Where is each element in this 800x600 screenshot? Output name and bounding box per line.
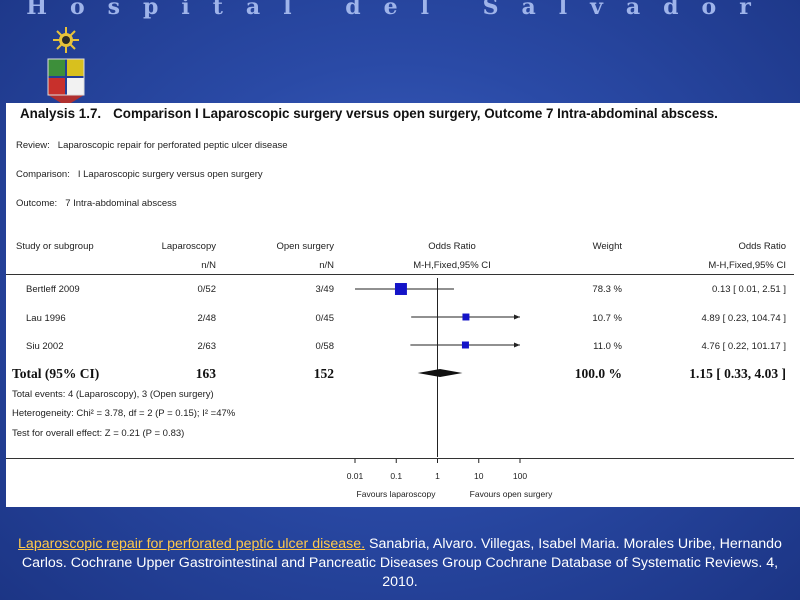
header-open-surgery-sub: n/N	[319, 260, 334, 271]
laparoscopy-events: 2/63	[197, 341, 217, 352]
total-laparoscopy: 163	[195, 366, 216, 381]
header-laparoscopy-sub: n/N	[201, 260, 216, 271]
open-surgery-events: 3/49	[315, 284, 335, 295]
analysis-title: Analysis 1.7. Comparison I Laparoscopic s…	[20, 106, 718, 121]
study-marker	[462, 313, 470, 321]
header-odds-ratio-plot-sub: M-H,Fixed,95% CI	[413, 260, 491, 271]
odds-ratio-ci: 0.13 [ 0.01, 2.51 ]	[712, 284, 786, 295]
study-marker	[394, 283, 407, 295]
sun-emblem	[53, 27, 79, 53]
citation-text: Sanabria, Alvaro. Villegas, Isabel Maria…	[21, 536, 782, 590]
forest-plot-panel: Analysis 1.7. Comparison I Laparoscopic s…	[6, 103, 800, 507]
open-surgery-events: 0/45	[315, 313, 335, 324]
heterogeneity-note: Heterogeneity: Chi² = 3.78, df = 2 (P = …	[12, 408, 236, 419]
overall-effect-note: Test for overall effect: Z = 0.21 (P = 0…	[12, 428, 185, 439]
pooled-diamond	[417, 369, 463, 377]
laparoscopy-events: 0/52	[197, 284, 217, 295]
comparison-line: Comparison: I Laparoscopic surgery versus…	[16, 169, 263, 180]
header-odds-ratio: Odds Ratio	[738, 241, 786, 252]
study-name: Siu 2002	[26, 341, 64, 352]
review-line: Review: Laparoscopic repair for perforate…	[16, 140, 288, 151]
ci-arrow	[514, 314, 520, 320]
study-marker	[461, 341, 469, 349]
outcome-line: Outcome: 7 Intra-abdominal abscess	[16, 198, 177, 209]
total-open-surgery: 152	[313, 366, 334, 381]
hospital-logo	[47, 27, 85, 106]
footer-divider	[6, 458, 794, 459]
hospital-name: Hospital del Salvador	[26, 0, 774, 20]
ci-arrow	[514, 342, 520, 348]
forest-plot: 0.01 0.1 1 10 100	[347, 278, 527, 481]
header-laparoscopy: Laparoscopy	[161, 241, 216, 252]
total-events-note: Total events: 4 (Laparoscopy), 3 (Open s…	[12, 389, 214, 400]
odds-ratio-ci: 4.76 [ 0.22, 101.17 ]	[701, 341, 786, 352]
weight-value: 78.3 %	[592, 284, 622, 295]
header-study: Study or subgroup	[16, 241, 94, 252]
study-name: Bertleff 2009	[26, 284, 80, 295]
x-tick-label: 10	[474, 471, 484, 481]
open-surgery-events: 0/58	[315, 341, 335, 352]
x-tick-label: 1	[435, 471, 440, 481]
odds-ratio-ci: 4.89 [ 0.23, 104.74 ]	[701, 313, 786, 324]
favours-open-surgery-label: Favours open surgery	[469, 489, 553, 499]
study-name: Lau 1996	[26, 313, 66, 324]
weight-value: 11.0 %	[593, 341, 622, 352]
header-odds-ratio-plot: Odds Ratio	[428, 241, 476, 252]
total-label: Total (95% CI)	[12, 366, 100, 381]
total-weight: 100.0 %	[574, 366, 622, 381]
citation-link[interactable]: Laparoscopic repair for perforated pepti…	[18, 536, 366, 552]
x-tick-label: 100	[513, 471, 527, 481]
x-tick-label: 0.1	[390, 471, 402, 481]
header-odds-ratio-sub: M-H,Fixed,95% CI	[708, 260, 786, 271]
x-tick-label: 0.01	[347, 471, 364, 481]
header-open-surgery: Open surgery	[276, 241, 334, 252]
header-divider	[6, 274, 794, 275]
total-odds-ratio-ci: 1.15 [ 0.33, 4.03 ]	[689, 366, 786, 381]
header-weight: Weight	[592, 241, 622, 252]
weight-value: 10.7 %	[592, 313, 622, 324]
favours-laparoscopy-label: Favours laparoscopy	[356, 489, 436, 499]
laparoscopy-events: 2/48	[197, 313, 217, 324]
citation: Laparoscopic repair for perforated pepti…	[0, 535, 800, 592]
